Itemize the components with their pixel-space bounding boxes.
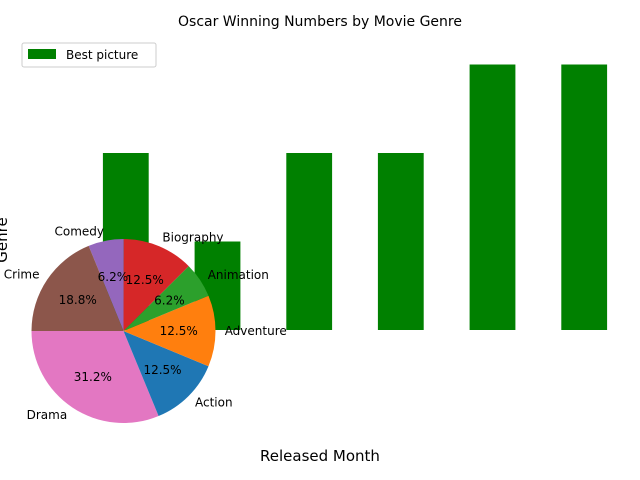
pie-slice — [123, 331, 209, 417]
pie-slice — [123, 295, 216, 367]
pie-percent-label: 12.5% — [160, 324, 198, 338]
pie-label: Biography — [162, 231, 223, 245]
pie-percent-label: 12.5% — [143, 363, 181, 377]
bar — [561, 64, 608, 330]
pie-slice — [31, 245, 124, 331]
pie-slice — [123, 239, 189, 331]
bar — [377, 153, 424, 330]
pie-label: Action — [195, 396, 233, 410]
pie-label: Animation — [208, 268, 269, 282]
legend: Best picture — [21, 42, 157, 68]
pie-slice — [123, 266, 209, 331]
pie-slice — [31, 331, 159, 424]
pie-label: Drama — [27, 408, 68, 422]
bar — [469, 64, 516, 330]
pie-label: Comedy — [54, 225, 104, 239]
y-axis-label: Genre — [0, 217, 11, 262]
x-axis-label: Released Month — [260, 447, 380, 465]
bar — [286, 153, 333, 330]
pie-chart: Drama 31.2% Action 12.5% Adventure 12.5% Anima… — [4, 225, 287, 424]
chart-title: Oscar Winning Numbers by Movie Genre — [178, 14, 462, 30]
pie-percent-label: 31.2% — [74, 370, 112, 384]
pie-percent-label: 18.8% — [59, 293, 97, 307]
pie-label: Crime — [4, 268, 40, 282]
legend-label: Best picture — [66, 48, 138, 62]
bar-series — [102, 64, 608, 330]
pie-label: Adventure — [225, 324, 287, 338]
pie-percent-label: 12.5% — [126, 273, 164, 287]
pie-percent-label: 6.2% — [98, 270, 129, 284]
pie-percent-label: 6.2% — [154, 293, 185, 307]
legend-swatch — [28, 49, 56, 59]
pie-slice — [88, 238, 124, 331]
